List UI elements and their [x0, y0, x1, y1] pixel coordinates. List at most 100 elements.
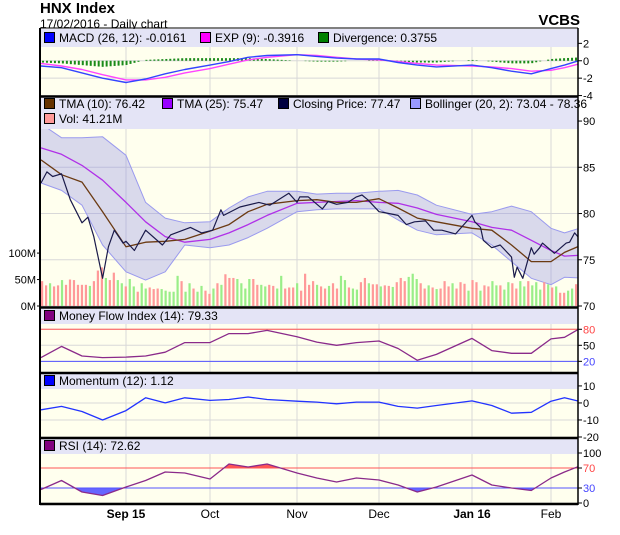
- volume-bar: [459, 282, 462, 306]
- volume-bar: [92, 281, 96, 306]
- volume-bar: [331, 283, 335, 306]
- volume-bar: [224, 274, 227, 306]
- volume-bar: [483, 285, 486, 306]
- closing-price-swatch: [278, 98, 289, 109]
- x-tick-label: Feb: [541, 507, 562, 521]
- tma10-line: [40, 159, 579, 263]
- mfi-tick-label: 80: [583, 324, 595, 336]
- price-tick-label: 75: [583, 255, 595, 267]
- volume-bar: [479, 290, 482, 306]
- divergence-bar: [372, 60, 375, 61]
- volume-bar: [555, 286, 558, 306]
- volume-bar: [176, 275, 179, 306]
- divergence-bar: [185, 58, 188, 61]
- volume-bar: [132, 286, 135, 306]
- volume-bar: [527, 281, 530, 306]
- divergence-bar: [403, 60, 406, 62]
- price-tick-label: 70: [583, 301, 595, 313]
- volume-bar: [84, 284, 88, 306]
- volume-bar: [539, 289, 542, 306]
- divergence-bar: [69, 60, 72, 65]
- volume-bar: [76, 284, 80, 306]
- volume-bar: [260, 284, 263, 306]
- volume-bar: [268, 284, 271, 306]
- volume-bar: [160, 289, 163, 306]
- divergence-bar: [423, 60, 426, 63]
- divergence-bar: [169, 58, 172, 61]
- volume-bar: [136, 291, 139, 306]
- divergence-bar: [435, 60, 438, 63]
- price-tick-label: 90: [583, 116, 595, 128]
- divergence-bar: [535, 60, 538, 63]
- divergence-bar: [93, 60, 96, 67]
- price-tick-label: 85: [583, 162, 595, 174]
- volume-bar: [475, 282, 478, 306]
- legend-band-mfi: [41, 309, 578, 324]
- volume-bar: [308, 284, 311, 306]
- divergence-bar: [340, 60, 343, 62]
- volume-bar: [88, 285, 92, 306]
- volume-tick-label: 50M: [15, 275, 36, 287]
- divergence-bar: [81, 60, 84, 66]
- x-tick-label: Nov: [286, 507, 307, 521]
- volume-bar: [284, 288, 287, 306]
- legend-band-rsi: [41, 439, 578, 454]
- divergence-bar: [467, 60, 470, 61]
- bollinger-band-fill: [41, 123, 578, 285]
- volume-bar: [288, 287, 291, 306]
- tma25-swatch: [162, 98, 173, 109]
- divergence-bar: [153, 59, 156, 61]
- volume-bar: [443, 281, 446, 306]
- volume-bar: [236, 279, 239, 306]
- legend-tma10: TMA (10): 76.42: [44, 97, 145, 111]
- divergence-bar: [276, 59, 279, 61]
- volume-bar: [188, 283, 191, 306]
- mfi-tick-label: 20: [583, 356, 595, 368]
- volume-bar: [571, 288, 574, 306]
- rsi-tick-label: 0: [583, 498, 589, 510]
- rsi-tick-label: 30: [583, 483, 595, 495]
- volume-bar: [48, 283, 52, 306]
- mfi-tick-label: 50: [583, 340, 595, 352]
- rsi-oversold-fill: [41, 488, 578, 496]
- legend-closing-price: Closing Price: 77.47: [278, 97, 400, 111]
- divergence-bar: [308, 60, 311, 62]
- bollinger-lower-line: [40, 182, 579, 286]
- volume-bar: [96, 270, 99, 306]
- divergence-bar: [336, 60, 339, 62]
- divergence-bar: [133, 60, 136, 63]
- volume-bar: [379, 286, 382, 306]
- divergence-bar: [320, 60, 323, 62]
- closing-price-line: [40, 171, 579, 279]
- divergence-bar: [328, 60, 331, 62]
- macd-line: [40, 54, 579, 84]
- legend-divergence: Divergence: 0.3755: [318, 31, 437, 45]
- volume-bar: [447, 286, 450, 306]
- momentum-line: [40, 396, 579, 421]
- volume-bar: [180, 281, 183, 306]
- divergence-bar: [228, 58, 231, 61]
- divergence-bar: [205, 58, 208, 61]
- divergence-bar: [519, 60, 522, 64]
- volume-bar: [192, 288, 195, 306]
- volume-bar: [543, 282, 546, 306]
- divergence-bar: [264, 58, 267, 61]
- volume-swatch: [44, 113, 55, 124]
- brand-label: VCBS: [538, 12, 580, 29]
- divergence-bar: [173, 58, 176, 61]
- momentum-tick-label: -10: [583, 415, 599, 427]
- volume-bar: [252, 279, 255, 306]
- rsi-tick-label: 100: [583, 448, 601, 460]
- legend-momentum: Momentum (12): 1.12: [44, 374, 174, 388]
- divergence-bar: [85, 60, 88, 66]
- divergence-bar: [268, 59, 271, 61]
- volume-bar: [435, 289, 438, 306]
- volume-bar: [383, 285, 386, 306]
- divergence-bar: [567, 57, 570, 61]
- volume-bar: [355, 289, 359, 306]
- volume-bar: [280, 275, 283, 306]
- legend-exp: EXP (9): -0.3916: [200, 31, 304, 45]
- divergence-bar: [415, 60, 418, 63]
- volume-bar: [511, 283, 514, 306]
